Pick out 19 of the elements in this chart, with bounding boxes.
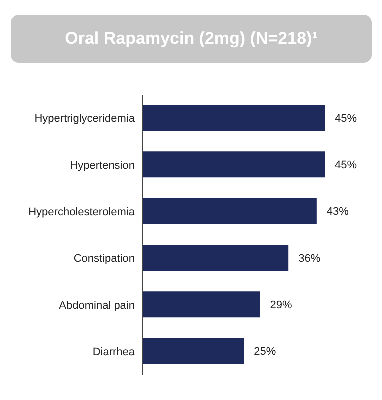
bar <box>143 198 317 224</box>
y-tick-label: Hypertension <box>70 160 135 172</box>
y-tick-label: Diarrhea <box>92 346 136 359</box>
chart-title: Oral Rapamycin (2mg) (N=218)¹ <box>11 15 372 63</box>
y-tick-label: Hypertriglyceridemia <box>34 113 136 126</box>
bar <box>143 338 244 364</box>
bar <box>143 245 289 271</box>
data-label: 36% <box>298 252 321 265</box>
y-tick-label: Abdominal pain <box>59 300 135 312</box>
bar <box>143 292 260 318</box>
bar <box>143 105 325 131</box>
data-label: 45% <box>335 112 358 125</box>
bar <box>143 152 325 178</box>
data-label: 43% <box>326 206 350 218</box>
y-tick-label: Constipation <box>74 253 135 266</box>
data-label: 25% <box>254 346 276 358</box>
data-label: 29% <box>270 300 293 312</box>
y-tick-label: Hypercholesterolemia <box>28 206 136 219</box>
data-label: 45% <box>335 160 358 172</box>
